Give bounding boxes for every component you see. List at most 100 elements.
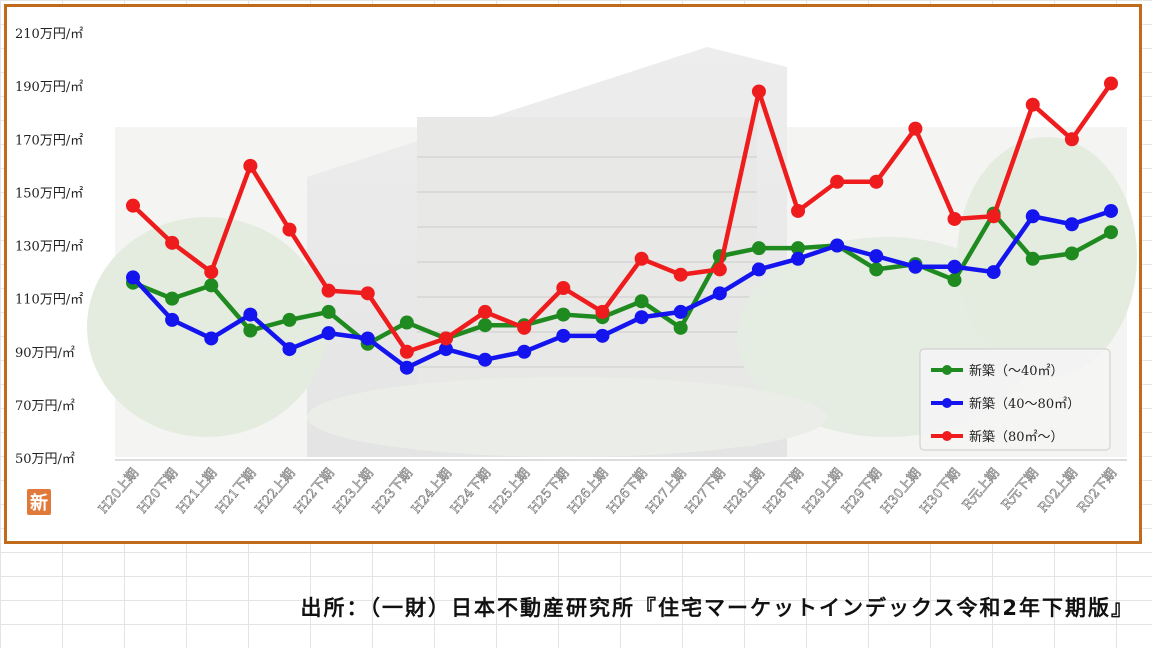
data-point [947,211,962,226]
data-point [595,304,610,319]
data-point [478,304,493,319]
x-tick-label: H21下期 [213,466,259,517]
chart-frame: 210万円/㎡ 190万円/㎡ 170万円/㎡ 150万円/㎡ 130万円/㎡ 110万円… [4,4,1142,544]
x-tick-label: H30下期 [917,466,963,517]
y-tick-label: 210万円/㎡ [15,27,83,42]
data-point [165,291,180,306]
x-tick-label: H26上期 [565,466,611,517]
x-tick-label: H23下期 [370,466,416,517]
x-tick-label: H28上期 [722,466,768,517]
data-point [517,320,532,335]
data-point [282,342,297,357]
data-point [517,344,532,359]
x-tick-label: R02下期 [1075,466,1120,516]
data-point [1025,251,1040,266]
data-point [243,323,258,338]
data-point [438,331,453,346]
x-tick-label: R02上期 [1036,466,1081,516]
data-point [399,344,414,359]
data-point [673,267,688,282]
legend-label: 新築（～40㎡） [969,363,1064,379]
data-point [360,286,375,301]
y-axis: 210万円/㎡ 190万円/㎡ 170万円/㎡ 150万円/㎡ 130万円/㎡ 110万円… [15,27,1127,467]
x-tick-label: H29下期 [839,466,885,517]
x-tick-label: H22上期 [252,466,298,517]
data-point [1104,203,1118,218]
x-tick-label: H28下期 [761,466,807,517]
data-point [791,203,806,218]
x-tick-label: H27下期 [683,466,729,517]
data-point [321,326,336,341]
data-point [204,265,219,280]
data-point [360,331,375,346]
legend-swatch-marker [942,365,952,375]
data-point [243,158,258,173]
data-point [947,259,962,274]
x-tick-label: H27上期 [644,466,690,517]
data-point [712,262,727,277]
data-point [556,307,571,322]
data-point [204,278,219,293]
data-point [438,342,453,357]
data-point [282,222,297,237]
y-tick-label: 110万円/㎡ [15,293,83,308]
data-point [830,238,845,253]
x-tick-label: H26下期 [604,466,650,517]
data-point [165,235,180,250]
y-tick-label: 50万円/㎡ [15,452,75,467]
data-point [399,360,414,375]
data-point [791,241,806,256]
x-tick-label: H20下期 [135,466,181,517]
data-point [673,320,688,335]
legend-label: 新築（80㎡～） [969,429,1064,445]
y-tick-label: 150万円/㎡ [15,186,83,201]
x-tick-label: H24下期 [448,466,494,517]
legend-label: 新築（40～80㎡） [969,396,1080,412]
background-photo [87,47,1137,457]
data-point [1104,225,1118,240]
data-point [947,273,962,288]
data-point [321,304,336,319]
data-point [556,281,571,295]
data-point [321,283,336,298]
data-point [1025,209,1040,224]
data-point [751,241,766,256]
y-tick-label: 70万円/㎡ [15,399,75,414]
data-point [869,262,884,277]
data-point [126,270,140,285]
new-badge: 新 [27,489,51,515]
data-point [634,294,649,309]
data-point [908,121,923,136]
x-tick-label: H30上期 [878,466,924,517]
data-point [986,209,1001,224]
data-point [556,328,571,343]
y-tick-label: 190万円/㎡ [15,80,83,95]
data-point [1064,217,1079,232]
data-point [478,352,493,367]
x-tick-label: H25下期 [526,466,572,517]
data-point [712,286,727,301]
data-point [869,249,884,264]
data-point [634,251,649,266]
data-point [399,315,414,330]
source-caption: 出所：（一財）日本不動産研究所『住宅マーケットインデックス令和2年下期版』 [300,596,1134,620]
line-chart: 210万円/㎡ 190万円/㎡ 170万円/㎡ 150万円/㎡ 130万円/㎡ 110万円… [15,27,1137,517]
legend-swatch-marker [942,431,952,441]
data-point [830,174,845,189]
data-point [1064,246,1079,261]
data-point [751,84,766,99]
data-point [282,312,297,327]
x-tick-label: H25上期 [487,466,533,517]
data-point [243,307,258,322]
x-tick-label: H23上期 [331,466,377,517]
data-point [478,318,493,333]
legend: 新築（～40㎡） 新築（40～80㎡） 新築（80㎡～） [919,348,1111,451]
data-point [1025,97,1040,112]
data-point [1104,76,1118,91]
data-point [595,328,610,343]
y-tick-label: 170万円/㎡ [15,133,83,148]
data-point [751,262,766,277]
data-point [986,265,1001,280]
y-tick-label: 130万円/㎡ [15,240,83,255]
data-point [634,310,649,325]
